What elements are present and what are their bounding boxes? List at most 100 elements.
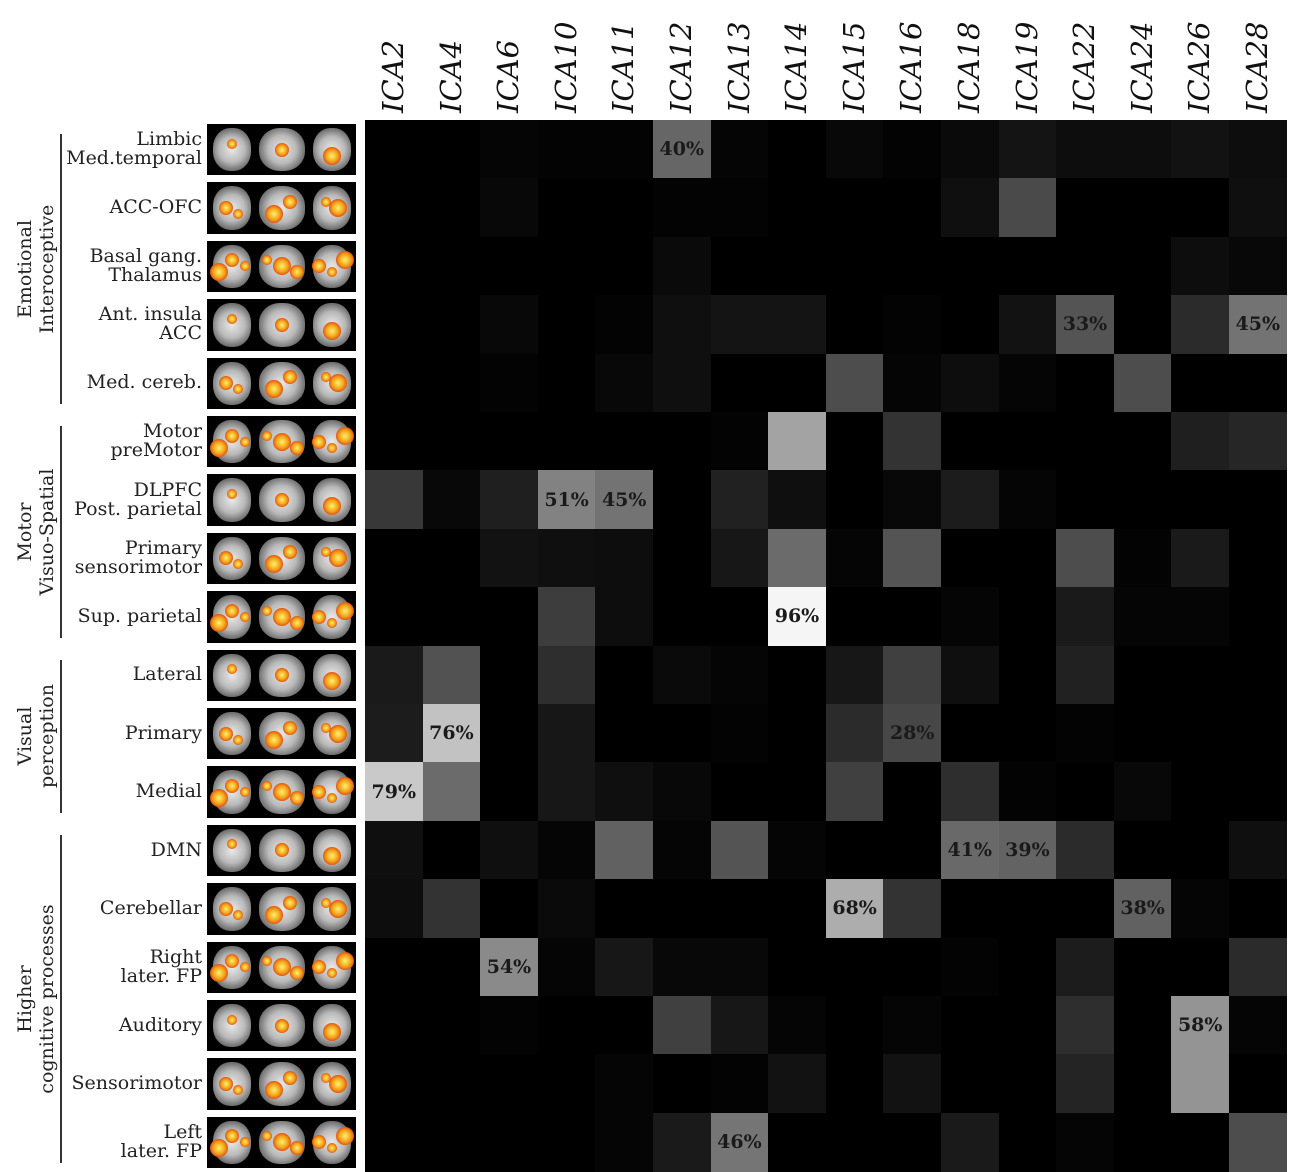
heatmap-cell [537,879,596,939]
heatmap-cell [422,704,481,763]
row-label: Cerebellar [100,898,202,918]
heatmap-cell [710,820,769,880]
heatmap-cell [422,1054,481,1114]
heatmap-cell [768,412,827,471]
heatmap-cell [422,120,481,179]
heatmap-cell [1171,295,1230,355]
heatmap-cell [595,820,654,880]
heatmap-cell [1229,178,1288,238]
row-label-line: Motor [142,420,202,443]
heatmap-cell [768,353,827,413]
heatmap-cell [1229,295,1288,355]
brain-slice-image [313,887,351,931]
brain-slice-image [313,1062,351,1106]
activation-blob [320,722,331,733]
heatmap-cell [998,470,1057,530]
heatmap-cell [883,1112,942,1172]
heatmap-cell [365,587,424,647]
activation-blob [233,734,244,745]
row-label: Medial [136,782,202,801]
brain-thumbnail-strip [207,416,356,468]
row-label-line: Lateral [132,663,202,686]
brain-slice-image [213,536,251,581]
brain-slice-image [259,653,305,697]
row-label-line: Right [149,945,202,968]
heatmap-cell [768,937,827,997]
heatmap-cell [480,470,539,530]
activation-blob [275,843,289,858]
heatmap-cell [537,295,596,355]
brain-slice-image [210,770,251,814]
heatmap-cell [480,295,539,355]
heatmap-cell [883,704,942,763]
heatmap-cell [1113,412,1172,471]
heatmap-cell [710,645,769,705]
heatmap-cell [825,704,884,763]
activation-blob [265,205,284,224]
heatmap-cell [1229,820,1288,880]
cell-value-label: 45% [1235,313,1281,336]
activation-blob [227,839,237,850]
heatmap-cell [537,704,596,763]
heatmap-cell [365,820,424,880]
heatmap-cell [1056,996,1115,1055]
column-label: ICA11 [606,21,641,114]
row-label-line: Auditory [118,1013,202,1036]
activation-blob [261,1131,272,1142]
activation-blob [275,1018,289,1033]
heatmap-cell [998,937,1057,997]
heatmap-cell [941,820,1000,880]
heatmap-cell [1171,178,1230,238]
heatmap-cell [883,762,942,822]
row-label-line: Sensorimotor [71,1072,202,1095]
row-label-line: DMN [150,838,202,861]
heatmap-cell [537,762,596,822]
heatmap-cell [941,587,1000,647]
row-label-line: ACC-OFC [109,196,202,219]
heatmap-cell [883,587,942,647]
heatmap-cell [537,996,596,1055]
heatmap-cell [365,412,424,471]
heatmap-cell [1171,470,1230,530]
heatmap-cell [710,1054,769,1114]
activation-blob [329,549,348,568]
activation-blob [312,609,327,624]
activation-blob [290,966,305,981]
heatmap-cell [365,178,424,238]
heatmap-cell [768,470,827,530]
heatmap-cell [480,412,539,471]
activation-blob [210,964,229,983]
cell-value-label: 46% [717,1130,762,1153]
heatmap-cell [653,996,712,1055]
row-label: Left later. FP [121,1123,202,1161]
activation-blob [335,251,354,270]
row-label-line: DLPFC [133,478,202,501]
activation-blob [218,376,233,391]
heatmap-cell [365,645,424,705]
heatmap-cell [653,236,712,296]
brain-thumbnail-strip [207,124,356,176]
heatmap-cell [537,178,596,238]
heatmap-cell [422,353,481,413]
brain-slice-image [210,244,251,289]
activation-blob [327,793,337,804]
heatmap-cell [537,1112,596,1172]
activation-blob [282,720,297,735]
column-label: ICA19 [1009,21,1044,114]
heatmap-cell [1113,353,1172,413]
column-label: ICA13 [721,21,756,114]
activation-blob [227,138,237,149]
heatmap-cell [941,1054,1000,1114]
activation-blob [218,551,233,566]
row-label: Med. cereb. [87,373,202,392]
heatmap-cell [595,937,654,997]
activation-blob [282,545,297,560]
heatmap-cell [365,704,424,763]
brain-thumbnail-strip [207,532,356,585]
brain-thumbnail-strip [207,591,356,643]
heatmap-cell [422,295,481,355]
activation-blob [320,372,331,383]
heatmap-cell [653,295,712,355]
heatmap-cell [883,470,942,530]
heatmap-cell [768,178,827,238]
